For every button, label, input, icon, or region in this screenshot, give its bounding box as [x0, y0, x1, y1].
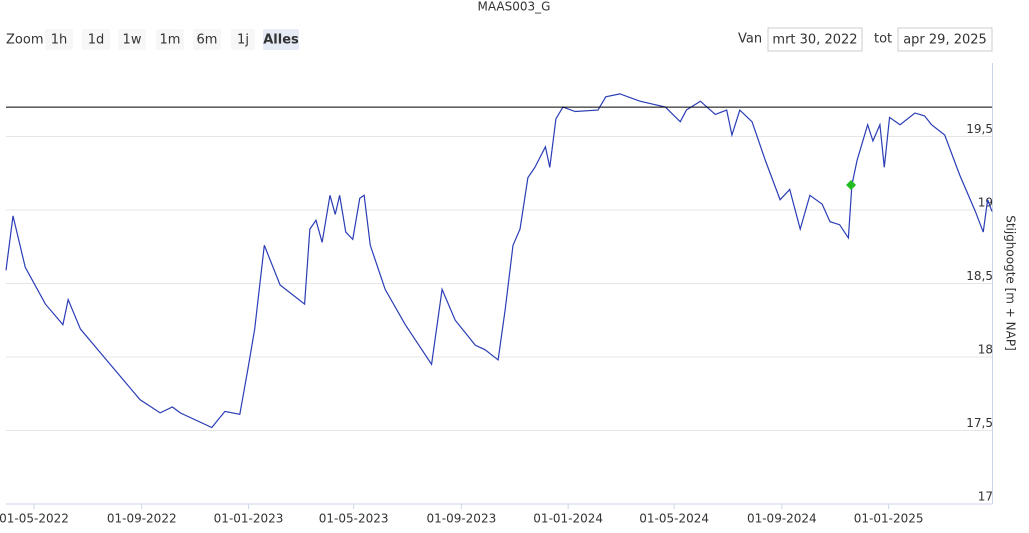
y-tick-label: 17,5 — [966, 416, 993, 430]
zoom-button-label[interactable]: 1m — [160, 33, 181, 48]
y-tick-label: 18 — [978, 343, 993, 357]
highlight-point — [846, 180, 857, 191]
y-axis-title: Stijghoogte [m + NAP] — [1004, 215, 1018, 351]
x-tick-label: 01-05-2023 — [319, 512, 389, 526]
y-tick-label: 19,5 — [966, 122, 993, 136]
x-tick-label: 01-09-2022 — [107, 512, 177, 526]
x-tick-label: 01-09-2023 — [426, 512, 496, 526]
zoom-label: Zoom — [6, 33, 43, 48]
x-tick-label: 01-01-2023 — [214, 512, 284, 526]
zoom-button[interactable] — [193, 29, 221, 50]
x-tick-label: 01-01-2025 — [854, 512, 924, 526]
zoom-button-label[interactable]: 1h — [51, 33, 68, 48]
chart-title: MAAS003_G — [478, 0, 551, 14]
data-line — [5, 93, 993, 429]
x-tick-label: 01-09-2024 — [747, 512, 817, 526]
from-label: Van — [738, 32, 762, 47]
from-input[interactable] — [767, 27, 863, 52]
zoom-button[interactable] — [82, 29, 110, 50]
zoom-button[interactable] — [118, 29, 146, 50]
y-tick-label: 17 — [978, 490, 993, 504]
zoom-button-label[interactable]: 1j — [237, 33, 249, 48]
x-tick-label: 01-05-2024 — [639, 512, 709, 526]
zoom-button[interactable] — [156, 29, 184, 50]
zoom-button[interactable] — [263, 29, 299, 50]
to-value: apr 29, 2025 — [903, 33, 987, 48]
zoom-button-label[interactable]: Alles — [263, 33, 299, 48]
zoom-button-label[interactable]: 1w — [123, 33, 142, 48]
x-tick-label: 01-05-2022 — [0, 512, 69, 526]
y-tick-label: 19 — [978, 196, 993, 210]
zoom-button-label[interactable]: 1d — [88, 33, 105, 48]
to-label: tot — [874, 32, 892, 47]
zoom-button[interactable] — [45, 29, 73, 50]
x-tick-label: 01-01-2024 — [533, 512, 603, 526]
zoom-button-label[interactable]: 6m — [197, 33, 218, 48]
to-input[interactable] — [897, 27, 993, 52]
y-tick-label: 18,5 — [966, 269, 993, 283]
zoom-button[interactable] — [231, 29, 255, 50]
from-value: mrt 30, 2022 — [772, 33, 857, 48]
